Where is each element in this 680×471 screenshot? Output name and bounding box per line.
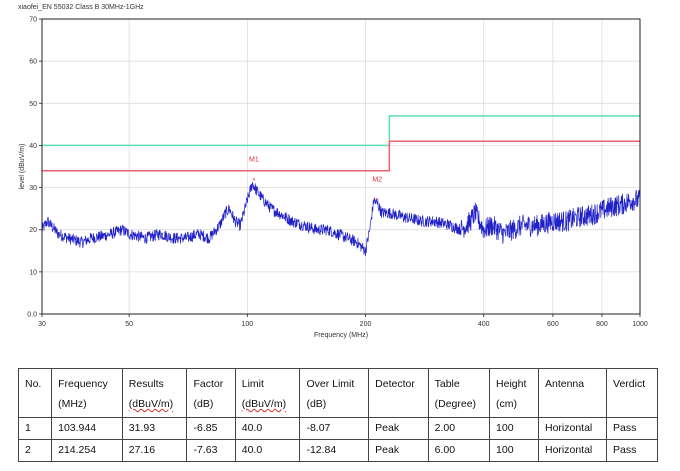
table-cell: 2.00 <box>427 417 491 440</box>
x-tick-label: 400 <box>478 321 490 328</box>
column-header: Verdict <box>606 368 658 418</box>
x-tick-label: 50 <box>125 321 133 328</box>
y-tick-label: 70 <box>29 17 37 24</box>
x-axis-label: Frequency (MHz) <box>314 332 368 339</box>
column-header-unit: (dBuV/m) <box>128 398 174 410</box>
plot-area <box>42 19 640 314</box>
column-header: Height (cm) <box>489 368 539 418</box>
table-row: 1 103.944 31.93 -6.85 40.0 -8.07 Peak 2.00 100 Ho… <box>17 417 658 440</box>
table-cell: 103.944 <box>51 417 123 440</box>
column-header-label: Height <box>496 378 527 390</box>
marker-point-x: × <box>252 177 256 183</box>
x-tick-label: 200 <box>360 321 372 328</box>
column-header-unit: (dB) <box>193 398 214 410</box>
y-tick-label: 10 <box>29 269 37 276</box>
column-header-label: Results <box>128 378 164 390</box>
column-header: Limit (dBuV/m) <box>234 368 301 418</box>
y-tick-label: 0.0 <box>27 312 37 319</box>
y-tick-label: 30 <box>29 185 37 192</box>
x-tick-label: 800 <box>596 321 608 328</box>
column-header-label: Limit <box>241 378 264 390</box>
table-cell: 100 <box>489 417 539 440</box>
column-header: No. <box>17 368 53 418</box>
x-tick-label: 30 <box>38 321 46 328</box>
limit-line-series-0 <box>42 115 640 147</box>
column-header: Antenna <box>537 368 608 418</box>
table-cell: 40.0 <box>234 417 301 440</box>
column-header-label: Detector <box>375 378 415 390</box>
table-cell: Peak <box>368 417 429 440</box>
column-header-unit: (dBuV/m) <box>241 398 287 410</box>
table-body: 1 103.944 31.93 -6.85 40.0 -8.07 Peak 2.00 100 Ho… <box>17 417 658 462</box>
table-header-row: No. Frequency (MHz) Results (dBuV/m) Factor (d… <box>17 368 658 418</box>
plot-frame <box>41 18 641 315</box>
limit-line-series-1 <box>42 140 640 172</box>
table-cell: -6.85 <box>186 417 236 440</box>
x-tick-label: 1000 <box>632 321 648 328</box>
column-header: Table (Degree) <box>427 368 491 418</box>
column-header-label: No. <box>25 378 42 390</box>
column-header-label: Factor <box>193 378 224 390</box>
table-cell: Pass <box>606 439 658 462</box>
table-cell: 2 <box>17 439 53 462</box>
column-header-label: Over Limit <box>306 378 355 390</box>
table-cell: 6.00 <box>427 439 491 462</box>
table-cell: Horizontal <box>537 439 608 462</box>
y-tick-label: 50 <box>29 101 37 108</box>
column-header-label: Table <box>434 378 460 390</box>
x-tick-label: 100 <box>241 321 253 328</box>
column-header: Frequency (MHz) <box>51 368 123 418</box>
table-cell: Horizontal <box>537 417 608 440</box>
table-cell: 100 <box>489 439 539 462</box>
x-tick-label: 600 <box>547 321 559 328</box>
marker-label: M1 <box>249 156 259 163</box>
table-row: 2 214.254 27.16 -7.63 40.0 -12.84 Peak 6.00 100 H… <box>17 439 658 462</box>
table-cell: 40.0 <box>234 439 301 462</box>
table-cell: -8.07 <box>299 417 370 440</box>
column-header-unit: (Degree) <box>434 398 477 410</box>
column-header-unit: (cm) <box>496 398 518 410</box>
chart-title: xiaofei_EN 55032 Class B 30MHz-1GHz <box>18 4 144 11</box>
column-header: Detector <box>368 368 429 418</box>
column-header-unit: (MHz) <box>58 398 87 410</box>
column-header-label: Verdict <box>613 378 646 390</box>
marker-label: M2 <box>372 177 382 184</box>
marker-point-x: × <box>376 198 380 204</box>
y-tick-label: 20 <box>29 227 37 234</box>
column-header: Over Limit (dB) <box>299 368 370 418</box>
table-cell: Pass <box>606 417 658 440</box>
column-header-label: Antenna <box>544 378 585 390</box>
results-table: No. Frequency (MHz) Results (dBuV/m) Factor (d… <box>17 368 658 462</box>
measurement-trace-series <box>41 182 641 257</box>
table-cell: -12.84 <box>299 439 370 462</box>
y-tick-label: 40 <box>29 143 37 150</box>
emission-plot: 0.0 10 20 30 40 50 60 70 30 50 100 200 400 600 800 1000… <box>19 17 648 340</box>
table-cell: 31.93 <box>121 417 188 440</box>
y-axis-label: level (dBuV/m) <box>19 144 26 190</box>
table-cell: 27.16 <box>121 439 188 462</box>
table-cell: Peak <box>368 439 429 462</box>
column-header-label: Frequency <box>58 378 108 390</box>
table-cell: 214.254 <box>51 439 123 462</box>
column-header: Results (dBuV/m) <box>121 368 188 418</box>
table-cell: 1 <box>17 417 53 440</box>
y-tick-label: 60 <box>29 59 37 66</box>
column-header-unit: (dB) <box>306 398 327 410</box>
column-header: Factor (dB) <box>186 368 236 418</box>
table-cell: -7.63 <box>186 439 236 462</box>
